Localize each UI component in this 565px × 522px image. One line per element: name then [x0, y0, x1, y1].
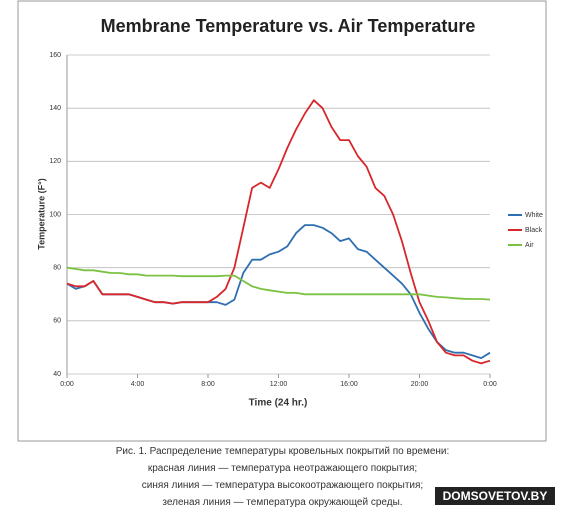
y-tick-label: 140 — [49, 105, 61, 112]
chart-title: Membrane Temperature vs. Air Temperature — [101, 16, 476, 36]
chart: Membrane Temperature vs. Air Temperature… — [17, 0, 547, 442]
watermark: DOMSOVETOV.BY — [435, 487, 555, 505]
legend-label: White — [525, 212, 543, 219]
x-tick-label: 8:00 — [201, 381, 215, 388]
chart-frame — [17, 0, 547, 442]
x-tick-label: 0:00 — [483, 381, 497, 388]
x-tick-label: 0:00 — [60, 381, 74, 388]
x-tick-label: 16:00 — [340, 381, 358, 388]
y-tick-label: 160 — [49, 52, 61, 59]
y-tick-label: 100 — [49, 211, 61, 218]
legend-label: Black — [525, 227, 543, 234]
caption-line: зеленая линия — температура окружающей с… — [162, 497, 403, 508]
x-tick-label: 4:00 — [131, 381, 145, 388]
x-axis-label: Time (24 hr.) — [249, 398, 308, 409]
caption-line: синяя линия — температура высокоотражающ… — [141, 480, 424, 491]
y-tick-label: 40 — [53, 371, 61, 378]
y-axis-label: Temperature (F°) — [36, 178, 46, 249]
caption-line: Рис. 1. Распределение температуры кровел… — [115, 446, 450, 457]
series-line — [66, 266, 491, 301]
caption-line: красная линия — температура неотражающег… — [147, 463, 418, 474]
series-line — [66, 99, 491, 365]
legend-label: Air — [525, 242, 534, 249]
y-tick-label: 120 — [49, 158, 61, 165]
x-tick-label: 20:00 — [411, 381, 429, 388]
y-tick-label: 80 — [53, 265, 61, 272]
y-tick-label: 60 — [53, 318, 61, 325]
x-tick-label: 12:00 — [270, 381, 288, 388]
